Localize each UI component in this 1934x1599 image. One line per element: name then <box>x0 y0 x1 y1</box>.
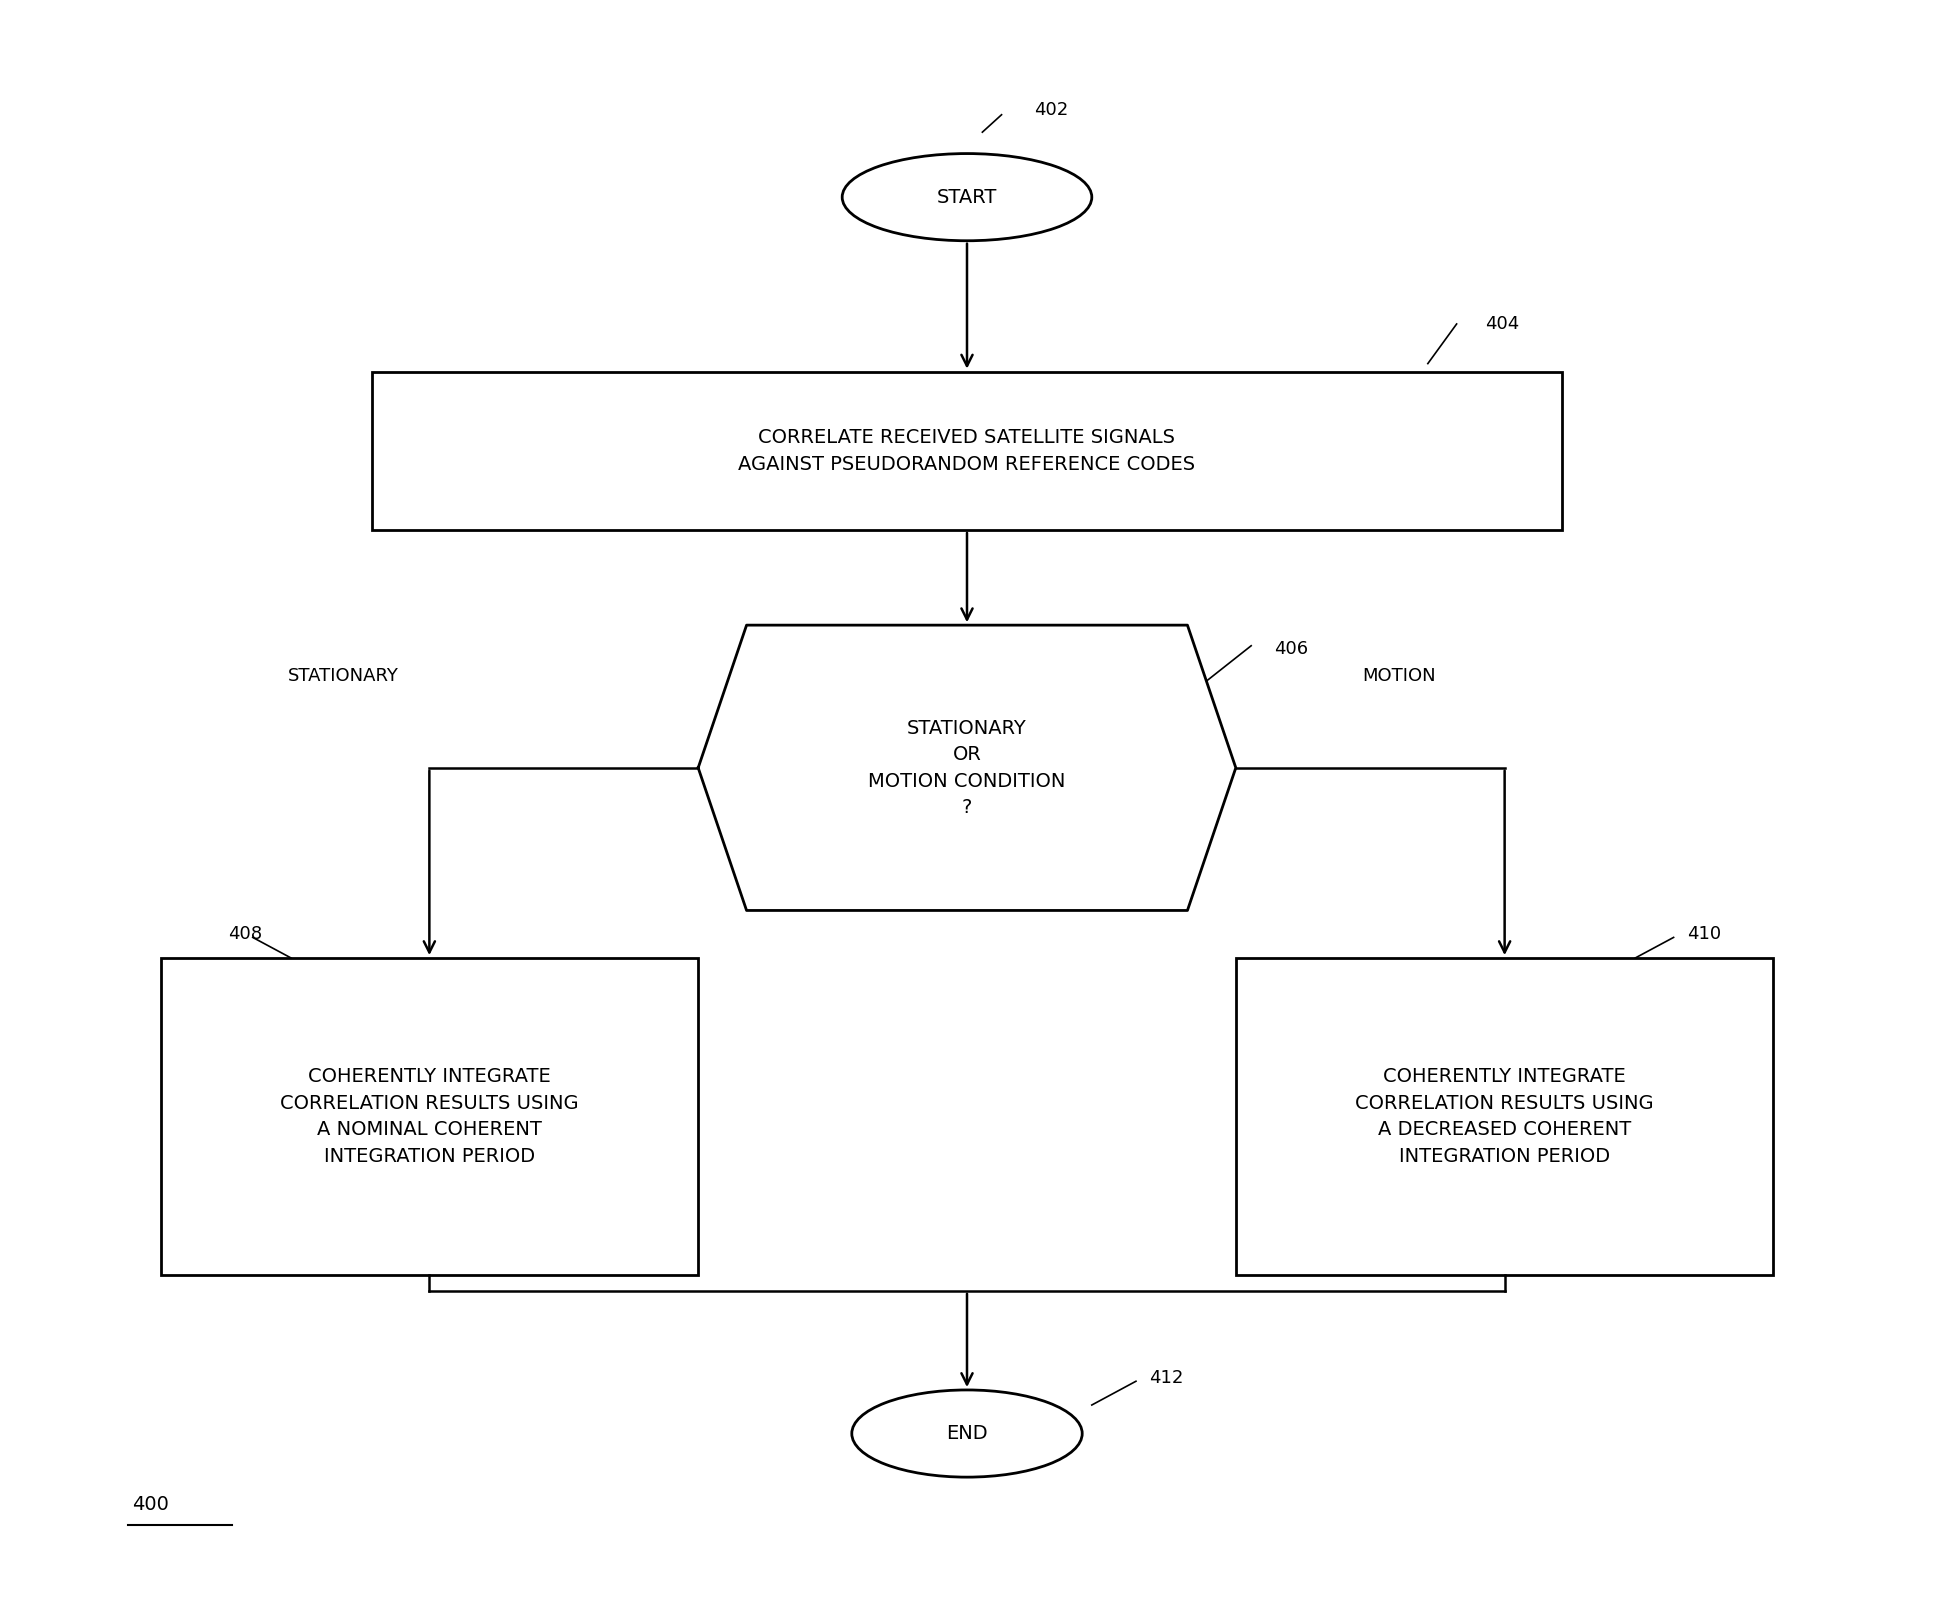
Bar <box>371 371 1563 529</box>
Text: CORRELATE RECEIVED SATELLITE SIGNALS
AGAINST PSEUDORANDOM REFERENCE CODES: CORRELATE RECEIVED SATELLITE SIGNALS AGA… <box>739 429 1195 473</box>
Bar <box>1236 958 1773 1274</box>
Bar <box>161 958 698 1274</box>
Text: 408: 408 <box>228 926 261 943</box>
Text: START: START <box>936 187 998 206</box>
Text: MOTION: MOTION <box>1362 667 1435 684</box>
Text: 400: 400 <box>132 1495 168 1514</box>
Text: END: END <box>946 1425 988 1442</box>
Text: 402: 402 <box>1035 101 1068 118</box>
Text: 406: 406 <box>1275 640 1307 657</box>
Text: COHERENTLY INTEGRATE
CORRELATION RESULTS USING
A NOMINAL COHERENT
INTEGRATION PE: COHERENTLY INTEGRATE CORRELATION RESULTS… <box>280 1067 578 1166</box>
Text: 412: 412 <box>1149 1369 1184 1386</box>
Text: STATIONARY
OR
MOTION CONDITION
?: STATIONARY OR MOTION CONDITION ? <box>868 718 1066 817</box>
Text: 404: 404 <box>1485 315 1520 333</box>
Text: 410: 410 <box>1686 926 1721 943</box>
Text: STATIONARY: STATIONARY <box>288 667 398 684</box>
Text: COHERENTLY INTEGRATE
CORRELATION RESULTS USING
A DECREASED COHERENT
INTEGRATION : COHERENTLY INTEGRATE CORRELATION RESULTS… <box>1356 1067 1654 1166</box>
